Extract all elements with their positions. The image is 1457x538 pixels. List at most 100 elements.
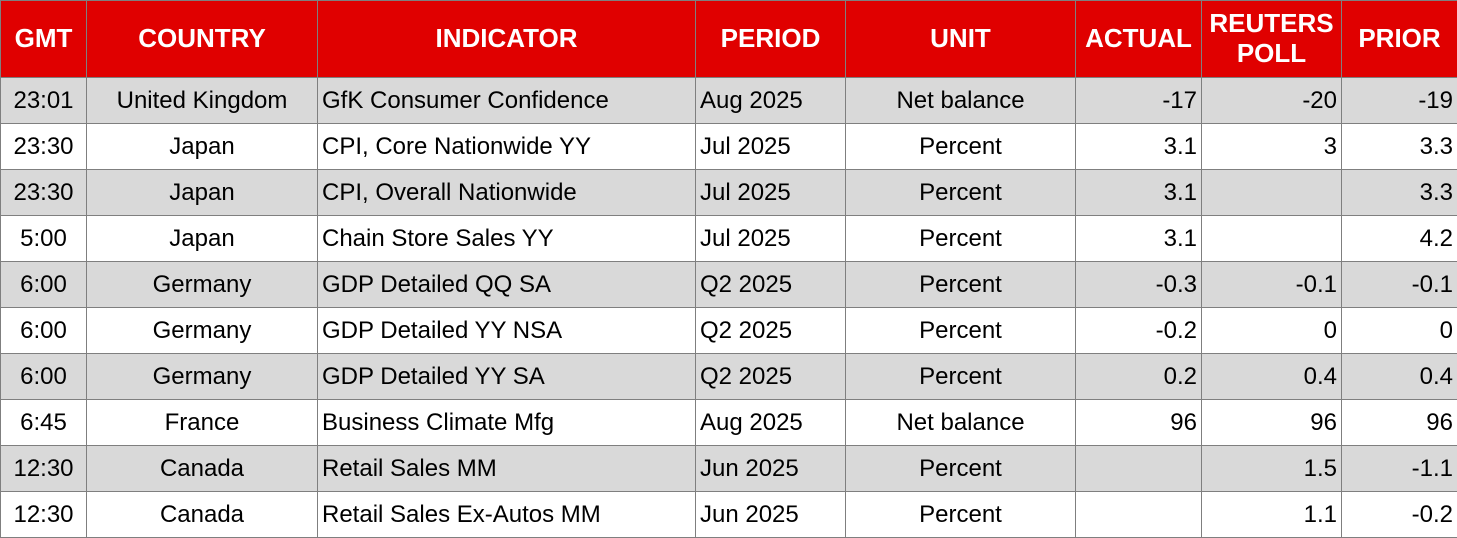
cell-period: Jul 2025	[696, 124, 846, 170]
cell-gmt: 23:30	[1, 170, 87, 216]
cell-gmt: 23:30	[1, 124, 87, 170]
cell-period: Jul 2025	[696, 170, 846, 216]
cell-actual: 3.1	[1076, 124, 1202, 170]
cell-reuters-poll: 1.5	[1202, 446, 1342, 492]
cell-period: Jun 2025	[696, 492, 846, 538]
cell-actual: 3.1	[1076, 170, 1202, 216]
cell-gmt: 6:00	[1, 354, 87, 400]
cell-indicator: GDP Detailed YY NSA	[318, 308, 696, 354]
cell-indicator: CPI, Overall Nationwide	[318, 170, 696, 216]
cell-reuters-poll: 96	[1202, 400, 1342, 446]
cell-prior: 0.4	[1342, 354, 1457, 400]
cell-indicator: CPI, Core Nationwide YY	[318, 124, 696, 170]
cell-indicator: Retail Sales Ex-Autos MM	[318, 492, 696, 538]
cell-actual: 3.1	[1076, 216, 1202, 262]
cell-reuters-poll: 3	[1202, 124, 1342, 170]
cell-prior: 96	[1342, 400, 1457, 446]
header-indicator: INDICATOR	[318, 1, 696, 78]
cell-unit: Percent	[846, 492, 1076, 538]
cell-unit: Percent	[846, 354, 1076, 400]
header-unit: UNIT	[846, 1, 1076, 78]
cell-period: Aug 2025	[696, 78, 846, 124]
cell-indicator: GDP Detailed YY SA	[318, 354, 696, 400]
cell-country: France	[87, 400, 318, 446]
cell-gmt: 6:00	[1, 308, 87, 354]
cell-reuters-poll	[1202, 216, 1342, 262]
cell-actual	[1076, 492, 1202, 538]
cell-indicator: GDP Detailed QQ SA	[318, 262, 696, 308]
header-actual: ACTUAL	[1076, 1, 1202, 78]
cell-indicator: Business Climate Mfg	[318, 400, 696, 446]
cell-reuters-poll: -0.1	[1202, 262, 1342, 308]
cell-unit: Percent	[846, 446, 1076, 492]
cell-gmt: 6:00	[1, 262, 87, 308]
cell-country: Germany	[87, 354, 318, 400]
cell-unit: Percent	[846, 262, 1076, 308]
cell-country: Japan	[87, 170, 318, 216]
cell-prior: 3.3	[1342, 170, 1457, 216]
cell-gmt: 6:45	[1, 400, 87, 446]
cell-prior: -1.1	[1342, 446, 1457, 492]
cell-actual	[1076, 446, 1202, 492]
cell-unit: Net balance	[846, 400, 1076, 446]
cell-unit: Net balance	[846, 78, 1076, 124]
cell-unit: Percent	[846, 216, 1076, 262]
cell-period: Jul 2025	[696, 216, 846, 262]
cell-reuters-poll: 0.4	[1202, 354, 1342, 400]
cell-country: Canada	[87, 446, 318, 492]
cell-country: Japan	[87, 124, 318, 170]
header-row: GMT COUNTRY INDICATOR PERIOD UNIT ACTUAL…	[1, 1, 1457, 78]
cell-prior: -19	[1342, 78, 1457, 124]
header-poll-line1: REUTERS	[1209, 8, 1333, 38]
cell-gmt: 23:01	[1, 78, 87, 124]
header-poll-line2: POLL	[1237, 38, 1306, 68]
cell-actual: 0.2	[1076, 354, 1202, 400]
cell-unit: Percent	[846, 124, 1076, 170]
cell-reuters-poll: 0	[1202, 308, 1342, 354]
cell-reuters-poll: -20	[1202, 78, 1342, 124]
cell-prior: 0	[1342, 308, 1457, 354]
header-gmt: GMT	[1, 1, 87, 78]
cell-indicator: Retail Sales MM	[318, 446, 696, 492]
cell-indicator: GfK Consumer Confidence	[318, 78, 696, 124]
cell-unit: Percent	[846, 170, 1076, 216]
cell-gmt: 12:30	[1, 446, 87, 492]
cell-country: Canada	[87, 492, 318, 538]
cell-actual: -0.2	[1076, 308, 1202, 354]
cell-country: Japan	[87, 216, 318, 262]
cell-period: Aug 2025	[696, 400, 846, 446]
cell-actual: -0.3	[1076, 262, 1202, 308]
cell-prior: -0.2	[1342, 492, 1457, 538]
cell-actual: -17	[1076, 78, 1202, 124]
cell-period: Q2 2025	[696, 262, 846, 308]
cell-period: Q2 2025	[696, 354, 846, 400]
cell-country: United Kingdom	[87, 78, 318, 124]
cell-actual: 96	[1076, 400, 1202, 446]
cell-gmt: 5:00	[1, 216, 87, 262]
cell-country: Germany	[87, 308, 318, 354]
cell-period: Q2 2025	[696, 308, 846, 354]
cell-reuters-poll: 1.1	[1202, 492, 1342, 538]
header-country: COUNTRY	[87, 1, 318, 78]
header-period: PERIOD	[696, 1, 846, 78]
header-prior: PRIOR	[1342, 1, 1457, 78]
cell-prior: 4.2	[1342, 216, 1457, 262]
cell-indicator: Chain Store Sales YY	[318, 216, 696, 262]
cell-country: Germany	[87, 262, 318, 308]
cell-prior: 3.3	[1342, 124, 1457, 170]
cell-period: Jun 2025	[696, 446, 846, 492]
cell-unit: Percent	[846, 308, 1076, 354]
cell-reuters-poll	[1202, 170, 1342, 216]
